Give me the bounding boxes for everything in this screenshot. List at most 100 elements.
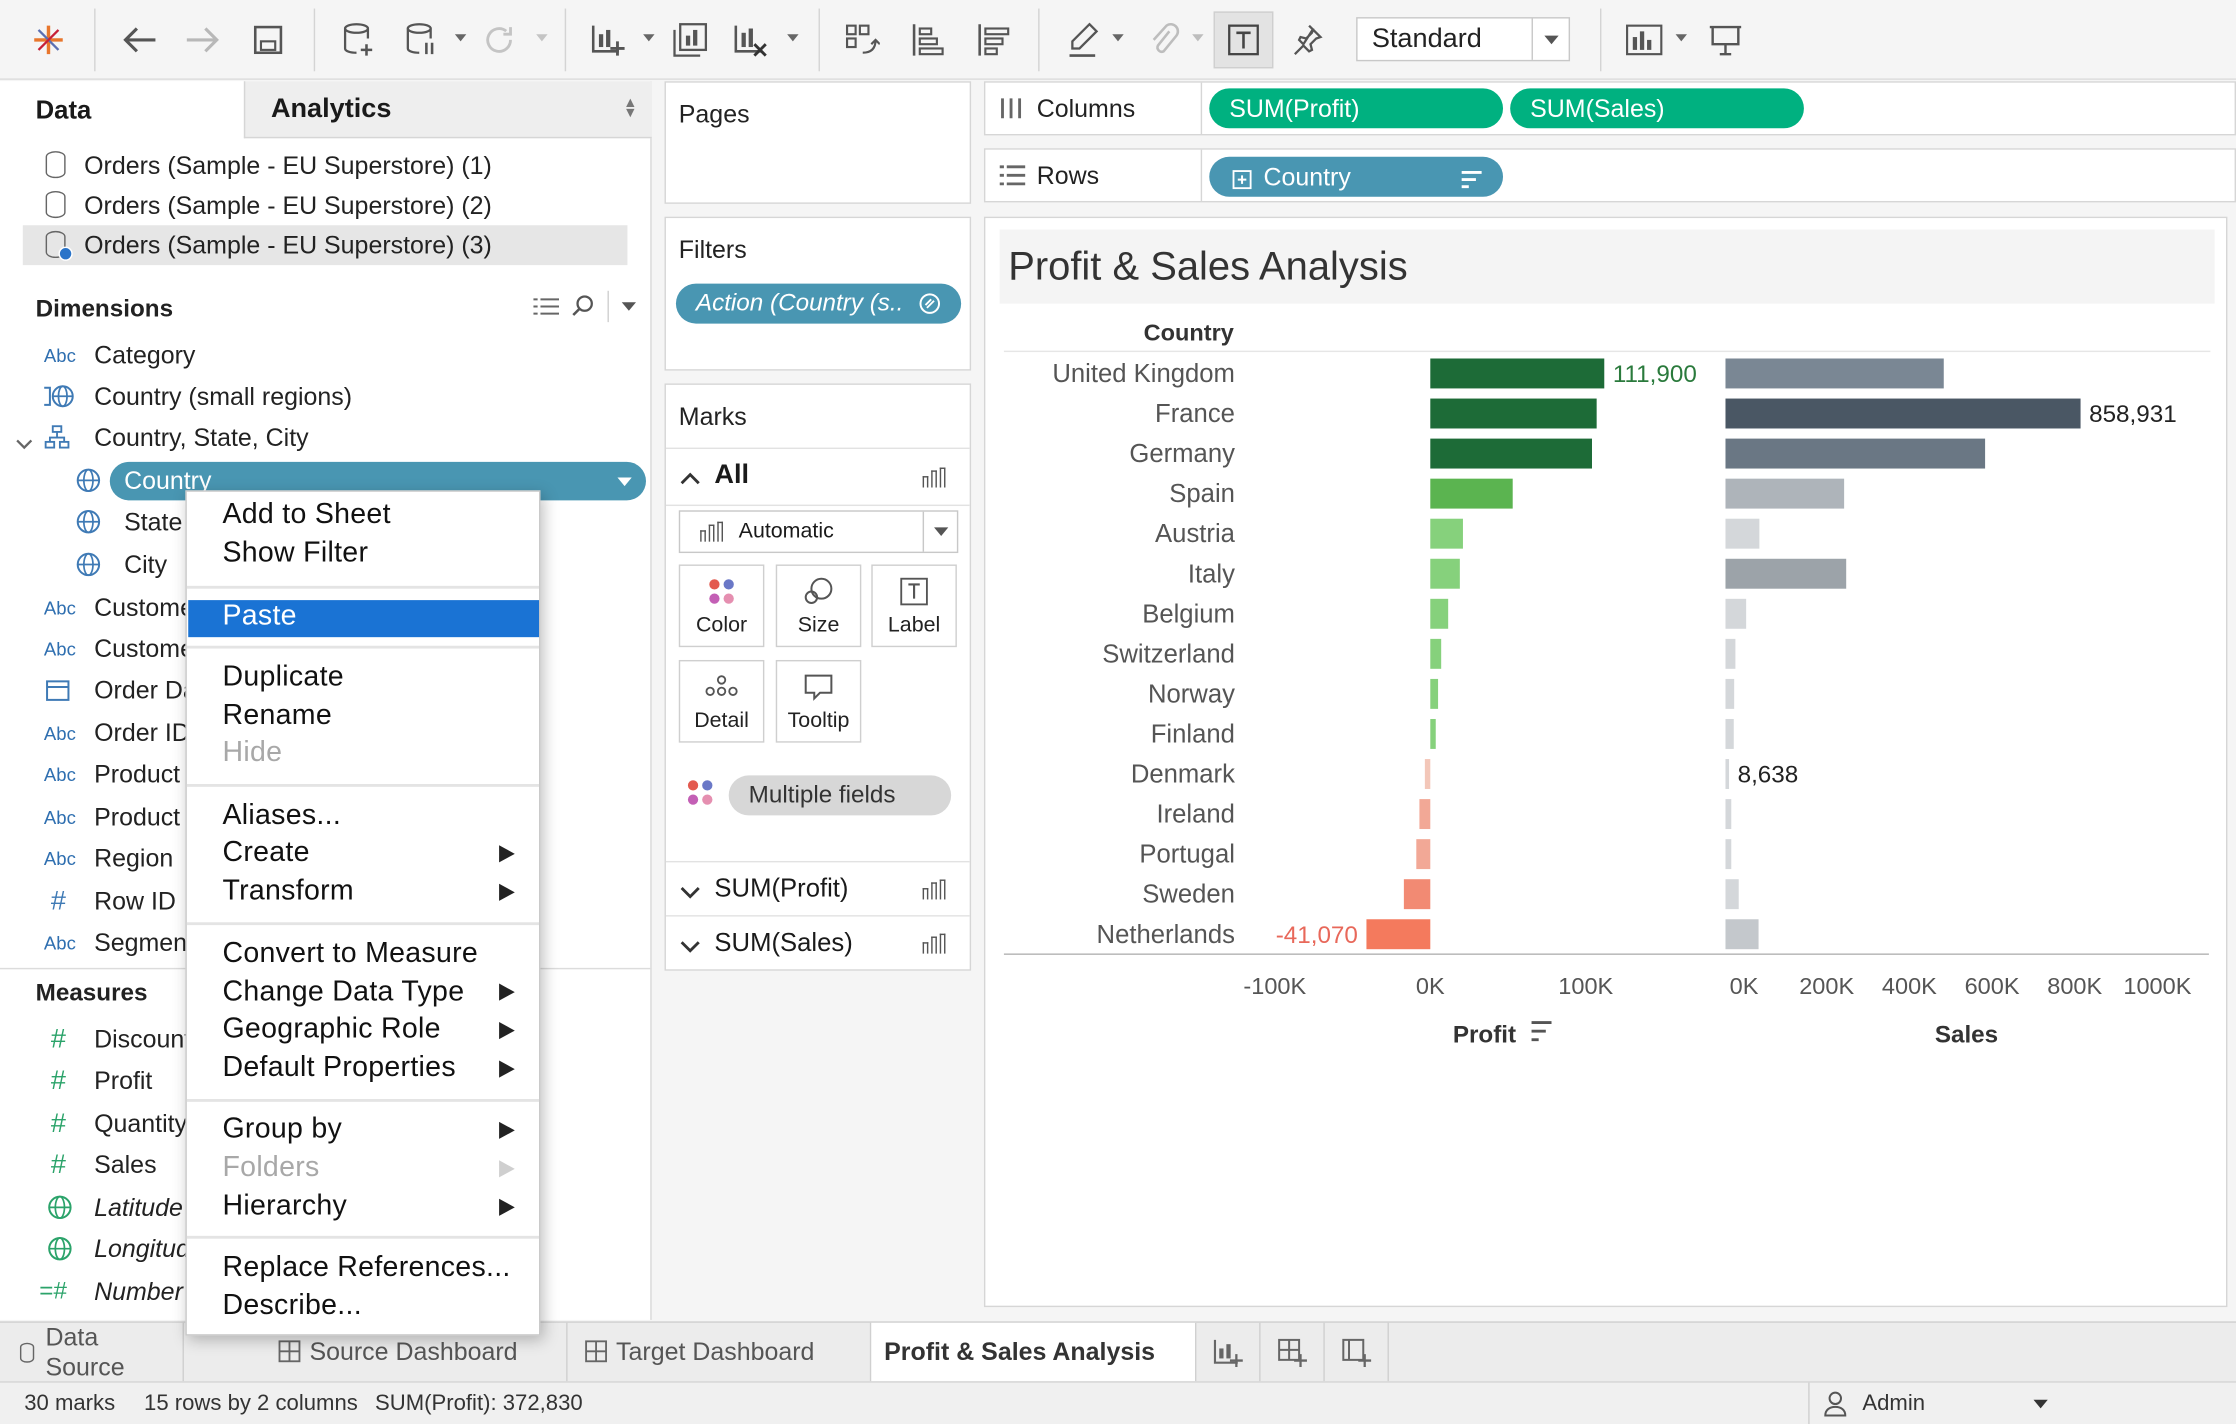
field-segment[interactable]: Abc Segmen <box>0 922 627 962</box>
chevron-down-icon[interactable] <box>617 477 632 487</box>
fix-axes-pin-icon[interactable] <box>1283 14 1329 65</box>
expand-plus-icon[interactable] <box>1232 167 1252 197</box>
filter-pill-action-country[interactable]: Action (Country (s.. <box>675 283 962 324</box>
search-icon[interactable] <box>572 295 595 318</box>
field-order-id[interactable]: Abc Order ID <box>0 713 627 753</box>
field-customer-id[interactable]: Abc Custome <box>0 587 627 627</box>
sort-descending-icon[interactable] <box>970 14 1016 65</box>
field-state[interactable]: State <box>0 502 627 542</box>
marks-tooltip-button[interactable]: Tooltip <box>775 659 862 743</box>
field-discount[interactable]: # Discount <box>0 1019 627 1059</box>
view-list-icon[interactable] <box>533 296 559 316</box>
row-header-country: Country <box>1143 320 1234 347</box>
tab-analytics[interactable]: Analytics ▲ ▼ <box>243 81 652 139</box>
new-worksheet-icon[interactable] <box>585 14 631 65</box>
menu-item-geographic-role[interactable]: Geographic Role <box>222 1013 441 1045</box>
redo-icon[interactable] <box>180 14 226 65</box>
tab-data[interactable]: Data <box>0 81 244 139</box>
multiple-fields-pill[interactable]: Multiple fields <box>728 775 952 816</box>
menu-item-hide[interactable]: Hide <box>222 736 283 769</box>
menu-item-change-data-type[interactable]: Change Data Type <box>222 976 465 1008</box>
tab-data-source[interactable]: Data Source <box>0 1322 184 1382</box>
field-city[interactable]: City <box>0 545 627 585</box>
fit-dropdown[interactable]: Standard <box>1356 17 1571 62</box>
marks-detail-button[interactable]: Detail <box>678 659 765 743</box>
field-country-small-regions[interactable]: Country (small regions) <box>0 376 627 416</box>
duplicate-sheet-icon[interactable] <box>667 14 713 65</box>
tab-target-dashboard[interactable]: Target Dashboard <box>568 1322 872 1382</box>
new-dashboard-tab-icon[interactable] <box>1261 1322 1325 1382</box>
menu-item-rename[interactable]: Rename <box>222 699 332 732</box>
tab-profit-sales-analysis[interactable]: Profit & Sales Analysis <box>871 1322 1197 1382</box>
clear-sheet-icon[interactable] <box>727 14 773 65</box>
menu-item-convert-to-measure[interactable]: Convert to Measure <box>222 937 479 970</box>
field-quantity[interactable]: # Quantity <box>0 1103 627 1143</box>
field-order-date[interactable]: Order Da <box>0 670 627 710</box>
datasource-item-3[interactable]: Orders (Sample - EU Superstore) (3) <box>22 225 628 266</box>
tab-source-dashboard[interactable]: Source Dashboard <box>184 1322 568 1382</box>
field-region[interactable]: Abc Region <box>0 838 627 878</box>
rows-shelf[interactable]: Rows Country <box>983 148 2236 203</box>
menu-item-folders[interactable]: Folders <box>222 1151 320 1184</box>
field-hierarchy-country-state-city[interactable]: Country, State, City <box>0 418 627 458</box>
show-me-icon[interactable] <box>1621 14 1667 65</box>
menu-item-paste[interactable]: Paste <box>222 600 297 632</box>
undo-icon[interactable] <box>117 14 163 65</box>
marks-color-button[interactable]: Color <box>678 564 765 648</box>
show-mark-labels-icon[interactable] <box>1213 11 1274 69</box>
menu-item-duplicate[interactable]: Duplicate <box>222 661 344 693</box>
swap-rows-columns-icon[interactable] <box>838 14 884 65</box>
chevron-down-icon[interactable] <box>16 429 33 459</box>
group-members-icon[interactable] <box>1141 14 1187 65</box>
field-number-of-records[interactable]: =# Number <box>0 1271 627 1311</box>
menu-item-show-filter[interactable]: Show Filter <box>222 537 369 569</box>
pause-updates-icon[interactable] <box>399 14 445 65</box>
new-story-tab-icon[interactable] <box>1325 1322 1389 1382</box>
field-longitude[interactable]: Longitud <box>0 1229 627 1269</box>
mark-type-dropdown[interactable]: Automatic <box>678 510 959 554</box>
group-globe-icon <box>41 383 75 409</box>
field-product-name[interactable]: Abc Product <box>0 797 627 837</box>
globe-icon <box>74 466 103 495</box>
menu-item-add-to-sheet[interactable]: Add to Sheet <box>222 498 391 531</box>
user-menu[interactable]: Admin <box>1808 1382 2065 1424</box>
field-customer-name[interactable]: Abc Custome <box>0 629 627 669</box>
column-pill-sum-sales[interactable]: SUM(Sales) <box>1510 88 1804 129</box>
menu-item-hierarchy[interactable]: Hierarchy <box>222 1190 348 1222</box>
dimensions-menu-icon[interactable] <box>621 302 637 311</box>
menu-item-group-by[interactable]: Group by <box>222 1113 343 1145</box>
marks-sum-profit-row[interactable]: SUM(Profit) <box>666 862 970 915</box>
save-icon[interactable] <box>245 14 291 65</box>
sort-ascending-icon[interactable] <box>904 14 950 65</box>
column-pill-sum-profit[interactable]: SUM(Profit) <box>1209 88 1504 129</box>
datasource-item-1[interactable]: Orders (Sample - EU Superstore) (1) <box>23 145 628 185</box>
marks-label-button[interactable]: Label <box>871 564 957 648</box>
marks-all-row[interactable]: All <box>666 450 970 504</box>
tableau-logo-icon[interactable] <box>26 14 72 65</box>
filters-shelf[interactable]: Filters Action (Country (s.. <box>664 216 972 371</box>
datasource-item-2[interactable]: Orders (Sample - EU Superstore) (2) <box>23 185 628 225</box>
highlight-icon[interactable] <box>1061 14 1107 65</box>
marks-size-button[interactable]: Size <box>775 564 862 648</box>
menu-item-create[interactable]: Create <box>222 836 310 869</box>
field-profit[interactable]: # Profit <box>0 1061 627 1101</box>
field-category[interactable]: Abc Category <box>0 335 627 375</box>
new-worksheet-tab-icon[interactable] <box>1196 1322 1261 1382</box>
columns-shelf[interactable]: Columns SUM(Profit) SUM(Sales) <box>983 81 2236 136</box>
refresh-icon[interactable] <box>476 14 522 65</box>
new-data-source-icon[interactable] <box>337 14 383 65</box>
field-sales[interactable]: # Sales <box>0 1145 627 1185</box>
presentation-mode-icon[interactable] <box>1703 14 1749 65</box>
row-pill-country[interactable]: Country <box>1209 156 1504 197</box>
field-latitude[interactable]: Latitude <box>0 1187 627 1227</box>
marks-sum-sales-row[interactable]: SUM(Sales) <box>666 917 970 970</box>
menu-item-default-properties[interactable]: Default Properties <box>222 1051 456 1084</box>
country-label: Belgium <box>1142 600 1235 628</box>
field-row-id[interactable]: # Row ID <box>0 881 627 921</box>
field-product-id[interactable]: Abc Product <box>0 754 627 794</box>
pages-shelf[interactable]: Pages <box>664 81 972 204</box>
menu-item-replace-references[interactable]: Replace References... <box>222 1251 511 1283</box>
menu-item-aliases[interactable]: Aliases... <box>222 799 342 832</box>
menu-item-transform[interactable]: Transform <box>222 875 354 907</box>
menu-item-describe[interactable]: Describe... <box>222 1290 362 1322</box>
